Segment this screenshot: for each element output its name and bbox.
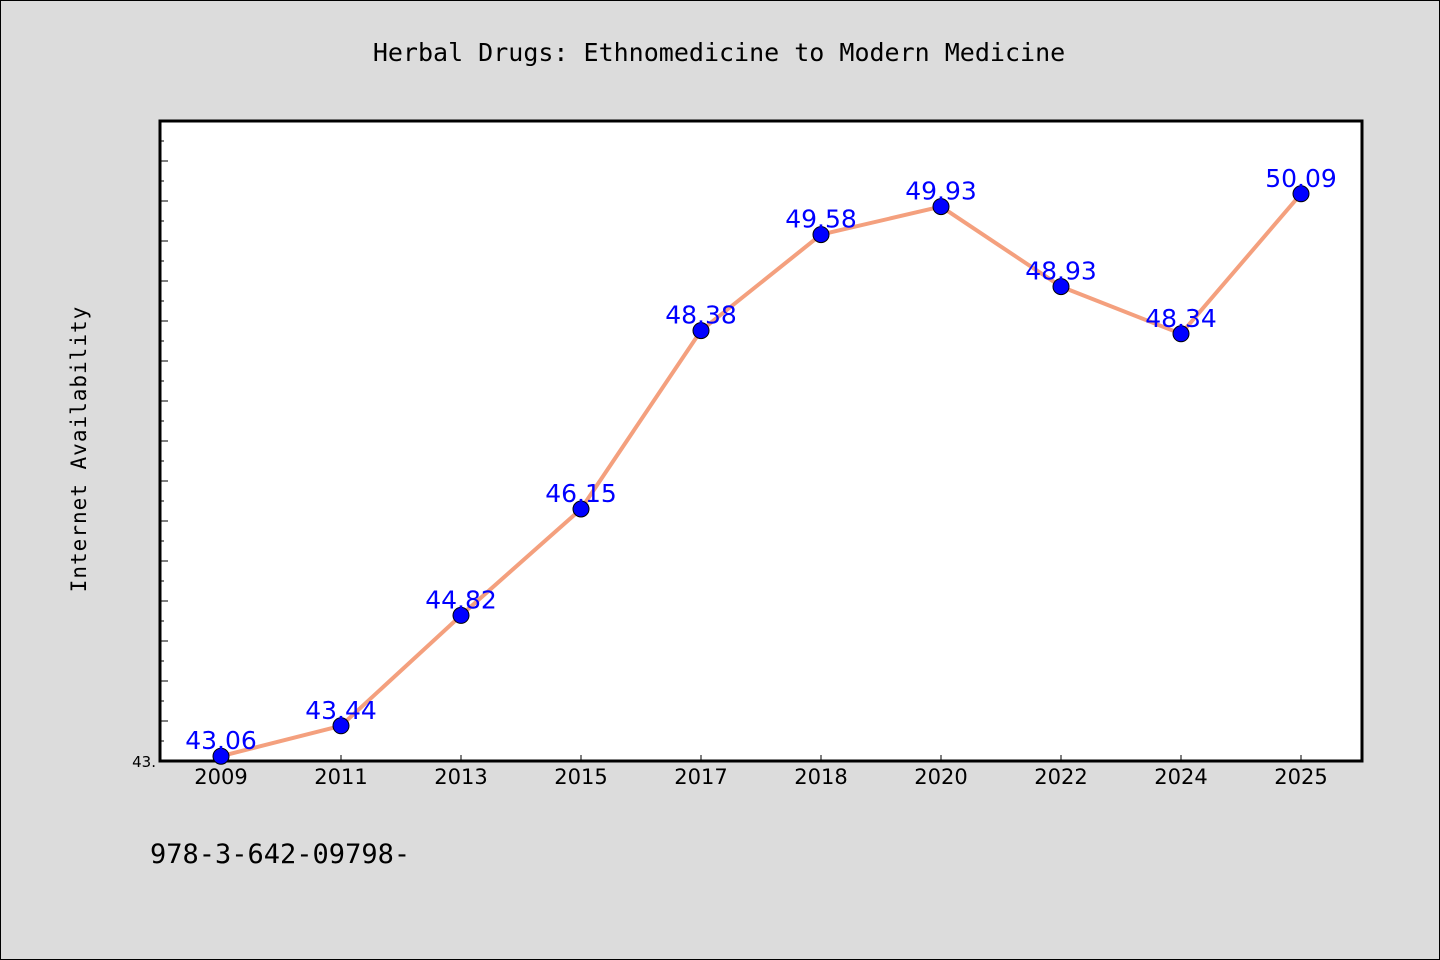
data-label-2017: 48.38 [665,301,737,330]
data-point-2015 [572,500,590,518]
x-tick-label-2017: 2017 [674,765,727,789]
data-label-2009: 43.06 [185,726,257,755]
data-label-2024: 48.34 [1145,304,1217,333]
data-point-2022 [1052,278,1070,296]
data-point-2011 [332,717,350,735]
data-point-2009 [212,747,230,765]
data-label-2013: 44.82 [425,585,497,614]
x-tick-label-2009: 2009 [194,765,247,789]
y-axis-label: Internet Availability [67,306,91,593]
x-tick-label-2011: 2011 [314,765,367,789]
footer-isbn-text: 978-3-642-09798- [150,839,410,870]
data-labels: 43.06 43.44 44.82 46.15 48.38 49.58 49.93 48.93… [185,164,1337,755]
data-point-2017 [692,322,710,340]
data-point-2024 [1172,325,1190,343]
y-tick-label-0: 43. [132,753,156,771]
x-tick-label-2020: 2020 [914,765,967,789]
x-tick-label-2013: 2013 [434,765,487,789]
series-line [219,191,1303,759]
data-point-2025 [1292,185,1310,203]
data-point-2013 [452,606,470,624]
x-tick-label-2024: 2024 [1154,765,1207,789]
data-label-2020: 49.93 [905,177,977,206]
series-line-group [219,191,1303,759]
series-markers [212,185,1310,765]
x-tick-label-2015: 2015 [554,765,607,789]
data-point-2020 [932,198,950,216]
data-label-2025: 50.09 [1265,164,1337,193]
y-axis-ticks: 43. [132,120,168,771]
data-point-2018 [812,226,830,244]
x-tick-label-2025: 2025 [1274,765,1327,789]
data-label-2015: 46.15 [545,479,617,508]
data-label-2011: 43.44 [305,696,377,725]
x-tick-label-2022: 2022 [1034,765,1087,789]
data-label-2022: 48.93 [1025,257,1097,286]
plot-area [158,119,1364,763]
x-axis-ticks: 2009 2011 2013 2015 2017 2018 2020 2022 2024 2025 [194,755,1328,789]
chart-title: Herbal Drugs: Ethnomedicine to Modern Me… [373,38,1065,67]
data-label-2018: 49.58 [785,205,857,234]
x-tick-label-2018: 2018 [794,765,847,789]
